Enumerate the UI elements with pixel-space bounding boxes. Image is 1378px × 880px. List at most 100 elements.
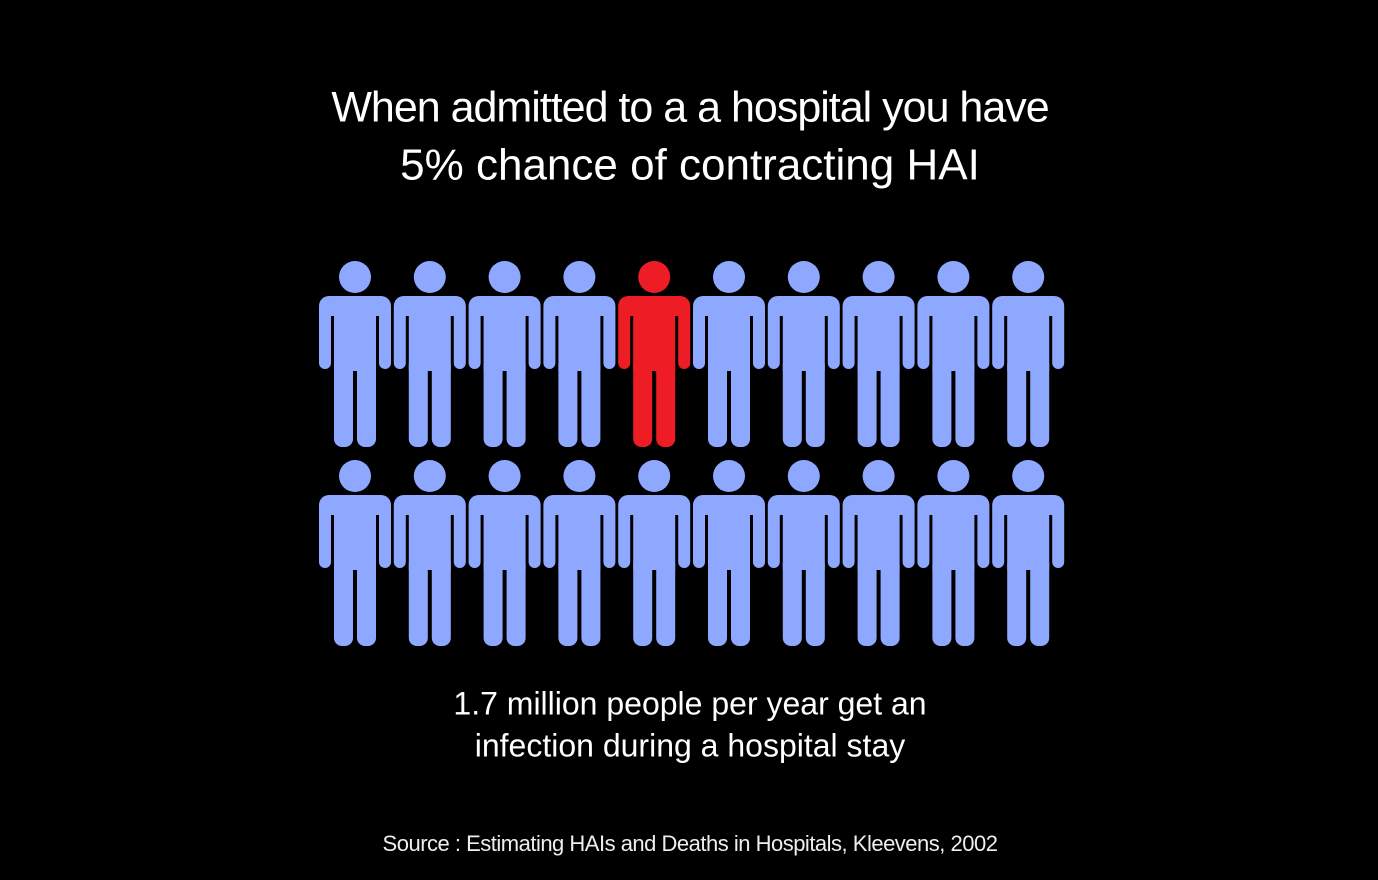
leg	[1030, 357, 1050, 447]
arm	[543, 302, 556, 369]
person-icon	[319, 261, 391, 447]
arm	[319, 302, 331, 369]
leg	[857, 556, 877, 646]
person-icon	[917, 460, 990, 646]
arm	[393, 501, 406, 568]
leg	[955, 556, 975, 646]
person-icon	[693, 460, 765, 646]
leg	[431, 357, 451, 447]
head	[862, 460, 895, 492]
arm	[468, 501, 481, 568]
leg	[581, 556, 601, 646]
leg	[955, 357, 975, 447]
leg	[731, 357, 750, 447]
person-icon	[992, 460, 1065, 646]
source: Source : Estimating HAIs and Deaths in H…	[383, 831, 998, 856]
person-icon	[618, 460, 691, 646]
arm	[753, 302, 765, 369]
leg	[782, 556, 802, 646]
header-line: 5% chance of contracting HAI	[400, 141, 980, 190]
leg	[708, 357, 727, 447]
leg	[483, 357, 503, 447]
person-icon	[393, 460, 466, 646]
person-icon	[468, 261, 541, 447]
arm	[393, 302, 406, 369]
arm	[693, 302, 705, 369]
arm	[767, 501, 780, 568]
arm	[468, 302, 481, 369]
leg	[1007, 357, 1027, 447]
arm	[1052, 302, 1065, 369]
person-icon	[543, 460, 616, 646]
arm	[618, 501, 631, 568]
leg	[334, 556, 353, 646]
head	[488, 261, 521, 293]
leg	[558, 556, 578, 646]
head	[713, 261, 745, 293]
body-line: infection during a hospital stay	[475, 727, 905, 763]
person-icon	[767, 261, 840, 447]
head	[563, 261, 596, 293]
arm	[618, 302, 631, 369]
header-line: When admitted to a a hospital you have	[331, 83, 1048, 131]
person-icon	[842, 460, 915, 646]
arm	[992, 501, 1005, 568]
arm	[753, 501, 765, 568]
leg	[633, 357, 653, 447]
body-line: 1.7 million people per year get an	[453, 685, 926, 721]
head	[1012, 261, 1045, 293]
arm	[902, 501, 915, 568]
leg	[357, 556, 376, 646]
person-icon	[917, 261, 990, 447]
head	[937, 261, 970, 293]
leg	[408, 556, 428, 646]
leg	[932, 357, 952, 447]
arm	[379, 501, 391, 568]
leg	[581, 357, 601, 447]
head	[787, 460, 820, 492]
head	[787, 261, 820, 293]
arm	[902, 302, 915, 369]
leg	[731, 556, 750, 646]
leg	[558, 357, 578, 447]
leg	[805, 556, 825, 646]
leg	[408, 357, 428, 447]
head	[713, 460, 745, 492]
leg	[880, 357, 900, 447]
leg	[708, 556, 727, 646]
arm	[678, 501, 691, 568]
leg	[782, 357, 802, 447]
head	[339, 460, 371, 492]
leg	[357, 357, 376, 447]
arm	[842, 501, 855, 568]
head	[563, 460, 596, 492]
leg	[334, 357, 353, 447]
leg	[506, 556, 526, 646]
leg	[932, 556, 952, 646]
arm	[453, 501, 466, 568]
leg	[656, 556, 676, 646]
arm	[917, 302, 930, 369]
arm	[1052, 501, 1065, 568]
people-grid	[319, 261, 1065, 646]
person-icon	[992, 261, 1065, 447]
arm	[603, 501, 616, 568]
arm	[977, 302, 990, 369]
leg	[1007, 556, 1027, 646]
person-icon	[693, 261, 765, 447]
head	[488, 460, 521, 492]
head	[638, 460, 671, 492]
arm	[827, 501, 840, 568]
arm	[917, 501, 930, 568]
arm	[543, 501, 556, 568]
leg	[483, 556, 503, 646]
leg	[431, 556, 451, 646]
head	[862, 261, 895, 293]
person-icon	[319, 460, 391, 646]
head	[1012, 460, 1045, 492]
leg	[506, 357, 526, 447]
leg	[656, 357, 676, 447]
arm	[693, 501, 705, 568]
